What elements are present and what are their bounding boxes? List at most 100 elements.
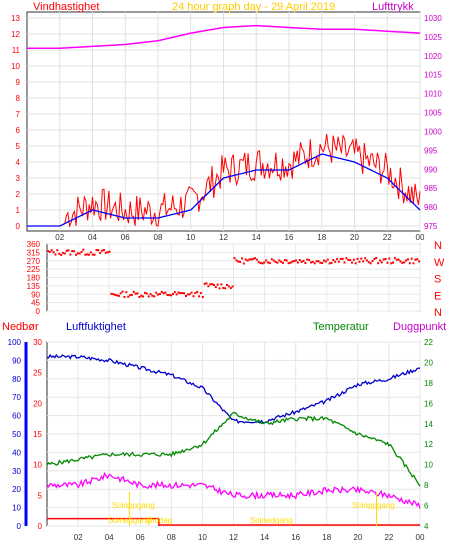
direction-point	[170, 294, 173, 297]
top-grid	[27, 12, 421, 231]
direction-point	[304, 262, 307, 264]
direction-point	[196, 290, 199, 293]
direction-point	[311, 260, 314, 263]
top-right-ticks: 975 980 985 990 995 1000 1005 1010 1015 1020 1025 1…	[424, 14, 442, 231]
direction-point	[233, 257, 236, 259]
direction-point	[265, 259, 268, 262]
direction-point	[395, 258, 398, 261]
x-tick-label: 18	[322, 533, 331, 542]
direction-point	[334, 260, 337, 263]
direction-point	[201, 296, 204, 298]
wind-gust-line	[27, 133, 421, 228]
direction-point	[222, 287, 225, 289]
direction-point	[261, 262, 264, 265]
direction-point	[392, 261, 394, 264]
humidity-tick-label: 70	[12, 393, 21, 402]
compass-label: W	[434, 257, 445, 269]
direction-point	[239, 260, 242, 263]
direction-point	[362, 260, 365, 263]
right-tick-label: 1030	[424, 14, 442, 23]
direction-point	[298, 259, 301, 261]
right-tick-label: 1020	[424, 52, 442, 61]
direction-point	[293, 260, 296, 263]
direction-point	[351, 261, 353, 264]
x-tick-label: 16	[285, 233, 294, 242]
direction-point	[343, 261, 346, 264]
left-tick-label: 3	[16, 174, 21, 183]
x-tick-label: 04	[105, 533, 114, 542]
direction-point	[123, 296, 126, 298]
x-tick-label: 16	[291, 533, 300, 542]
direction-point	[388, 257, 391, 260]
right-tick-label: 1010	[424, 90, 442, 99]
temperature-tick-label: 12	[424, 440, 433, 449]
compass-label: S	[434, 274, 441, 286]
compass-label: E	[434, 290, 441, 302]
direction-point	[270, 258, 273, 261]
sun-annotation: Middag	[146, 516, 172, 525]
x-tick-label: 22	[384, 533, 393, 542]
temperature-label: Temperatur	[313, 321, 369, 333]
direction-point	[121, 290, 124, 293]
direction-point	[52, 251, 55, 254]
direction-point	[229, 287, 232, 290]
rain-tick-label: 25	[33, 369, 42, 378]
direction-point	[82, 248, 85, 251]
direction-point	[308, 259, 311, 262]
wind-average-line	[27, 153, 421, 227]
direction-point	[185, 295, 187, 297]
direction-point	[75, 253, 77, 256]
direction-point	[56, 249, 59, 252]
temperature-tick-label: 22	[424, 338, 433, 347]
direction-point	[172, 293, 174, 296]
direction-point	[254, 257, 256, 260]
direction-point	[356, 257, 359, 260]
direction-point	[149, 293, 152, 296]
humidity-line	[46, 353, 421, 424]
direction-point	[414, 258, 417, 261]
direction-point	[295, 259, 297, 262]
humidity-tick-label: 60	[12, 412, 21, 421]
direction-point	[106, 251, 109, 254]
x-tick-label: 00	[416, 533, 425, 542]
direction-point	[198, 295, 201, 298]
direction-point	[138, 296, 141, 298]
direction-point	[386, 261, 389, 264]
temperature-tick-label: 4	[424, 522, 429, 531]
direction-point	[157, 293, 159, 296]
direction-point	[268, 262, 271, 265]
temperature-tick-label: 10	[424, 461, 433, 470]
rain-label: Nedbør	[2, 321, 39, 333]
direction-point	[257, 261, 260, 264]
x-tick-label: 08	[154, 233, 163, 242]
humidity-label: Luftfuktighet	[66, 321, 126, 333]
direction-tick-label: 45	[31, 299, 40, 308]
wind-speed-label: Vindhastighet	[33, 1, 99, 13]
direction-point	[235, 259, 238, 262]
sun-annotation: Soloppgang	[352, 501, 395, 510]
right-tick-label: 1005	[424, 109, 442, 118]
direction-tick-label: 180	[27, 274, 41, 283]
direction-point	[375, 257, 378, 259]
direction-point	[207, 285, 210, 288]
temperature-line	[46, 411, 421, 487]
left-tick-label: 9	[16, 78, 21, 87]
direction-point	[367, 261, 370, 264]
right-tick-label: 995	[424, 146, 438, 155]
direction-point	[246, 259, 249, 262]
rain-tick-label: 20	[33, 399, 42, 408]
direction-point	[86, 253, 89, 256]
compass-label: N	[434, 240, 442, 252]
direction-point	[147, 295, 150, 298]
direction-point	[377, 262, 380, 265]
direction-point	[112, 293, 115, 296]
direction-point	[397, 258, 400, 261]
direction-point	[328, 262, 331, 265]
direction-point	[347, 258, 350, 261]
direction-point	[401, 261, 404, 264]
direction-point	[132, 290, 135, 293]
direction-point	[339, 258, 342, 260]
direction-point	[272, 259, 275, 262]
compass-label: N	[434, 307, 442, 319]
